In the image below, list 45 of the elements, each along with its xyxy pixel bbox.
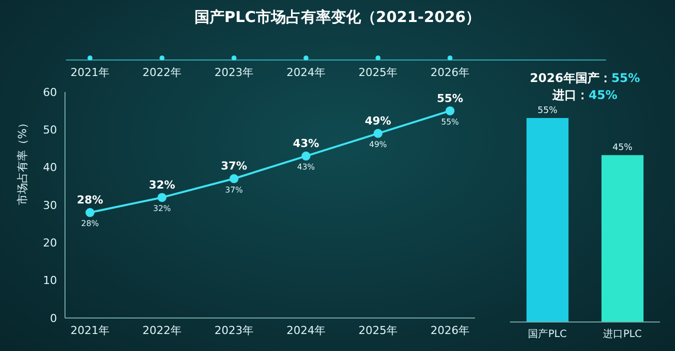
data-label: 49% bbox=[369, 140, 388, 150]
point bbox=[230, 174, 238, 184]
x-tick-label: 2025年 bbox=[358, 324, 398, 337]
category-label: 2026年 bbox=[430, 66, 470, 79]
data-label: 32% bbox=[153, 204, 172, 214]
y-tick-label: 20 bbox=[43, 236, 57, 250]
category-label: 2022年 bbox=[142, 66, 182, 79]
point bbox=[446, 106, 454, 116]
category-label: 2021年 bbox=[70, 66, 110, 79]
y-axis-title: 市场占有率（%） bbox=[16, 118, 29, 205]
y-tick-label: 30 bbox=[43, 198, 57, 212]
annotation: 32% bbox=[148, 178, 176, 192]
y-tick-label: 10 bbox=[43, 274, 57, 288]
category-label: 2023年 bbox=[214, 66, 254, 79]
point bbox=[86, 208, 94, 218]
x-tick-label: 2021年 bbox=[70, 324, 110, 337]
x-tick-label: 2023年 bbox=[214, 324, 254, 337]
point bbox=[158, 192, 166, 202]
x-tick-label: 2022年 bbox=[142, 324, 182, 337]
annotation: 37% bbox=[220, 160, 248, 173]
y-tick-label: 60 bbox=[43, 86, 57, 99]
x-tick-label: 2024年 bbox=[286, 324, 326, 337]
category-label: 2025年 bbox=[358, 66, 398, 79]
point bbox=[302, 152, 310, 161]
x-tick-label: 进口PLC bbox=[603, 328, 642, 340]
data-label: 43% bbox=[297, 162, 316, 172]
data-label: 45% bbox=[612, 143, 633, 154]
category-label: 2024年 bbox=[286, 66, 326, 79]
data-label: 55% bbox=[537, 106, 558, 116]
point bbox=[374, 128, 382, 138]
annotation: 43% bbox=[292, 137, 320, 150]
annotation: 49% bbox=[364, 114, 392, 128]
y-tick-label: 50 bbox=[43, 124, 57, 137]
y-tick-label: 0 bbox=[50, 312, 57, 325]
x-tick-label: 2026年 bbox=[430, 324, 470, 337]
data-label: 37% bbox=[225, 185, 244, 194]
chart-subtitle: 进口：45% bbox=[551, 87, 618, 104]
chart-title: 国产PLC市场占有率变化（2021-2026） bbox=[193, 8, 482, 27]
x-tick-label: 国产PLC bbox=[528, 328, 567, 340]
annotation: 28% bbox=[76, 194, 104, 207]
y-tick-label: 40 bbox=[43, 161, 57, 174]
data-label: 55% bbox=[441, 118, 460, 127]
data-label: 28% bbox=[81, 219, 100, 228]
chart-title: 2026年国产：55% bbox=[528, 70, 642, 87]
annotation: 55% bbox=[436, 92, 464, 105]
